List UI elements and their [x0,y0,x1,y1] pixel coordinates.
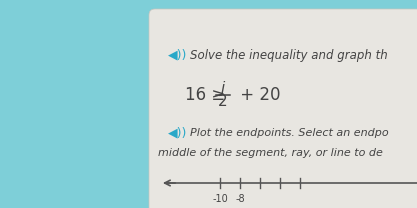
Text: 2: 2 [218,94,228,109]
Text: 16 ≥: 16 ≥ [185,86,231,104]
Text: middle of the segment, ray, or line to de: middle of the segment, ray, or line to d… [158,148,383,158]
Text: Plot the endpoints. Select an endpo: Plot the endpoints. Select an endpo [190,128,389,138]
Text: + 20: + 20 [235,86,281,104]
FancyBboxPatch shape [149,9,417,208]
Text: ◀)): ◀)) [168,48,187,62]
Text: Solve the inequality and graph th: Solve the inequality and graph th [190,48,388,62]
Text: -8: -8 [235,194,245,204]
Text: j: j [221,80,225,95]
Text: ◀)): ◀)) [168,126,187,140]
Text: -10: -10 [212,194,228,204]
